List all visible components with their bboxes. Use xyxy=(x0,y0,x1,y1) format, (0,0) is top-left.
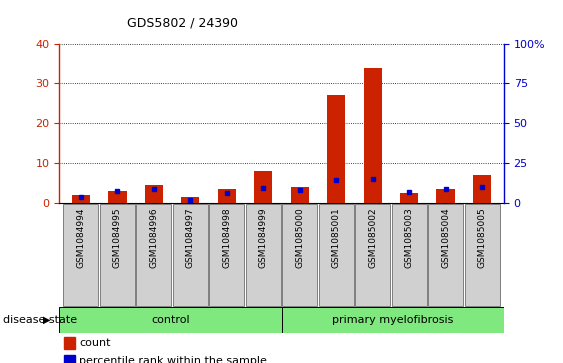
Bar xyxy=(145,185,163,203)
Text: GSM1084995: GSM1084995 xyxy=(113,207,122,268)
Text: control: control xyxy=(151,315,190,325)
Bar xyxy=(64,337,75,349)
Bar xyxy=(100,204,135,306)
Bar xyxy=(173,204,208,306)
Text: GSM1085002: GSM1085002 xyxy=(368,207,377,268)
Text: GDS5802 / 24390: GDS5802 / 24390 xyxy=(127,16,238,29)
Bar xyxy=(473,175,491,203)
Bar xyxy=(428,204,463,306)
Bar xyxy=(72,195,90,203)
Text: GSM1085000: GSM1085000 xyxy=(295,207,304,268)
Text: GSM1084996: GSM1084996 xyxy=(149,207,158,268)
Text: percentile rank within the sample: percentile rank within the sample xyxy=(79,356,267,363)
Bar xyxy=(181,197,199,203)
Bar xyxy=(364,68,382,203)
Bar xyxy=(64,204,99,306)
Text: ▶: ▶ xyxy=(43,315,51,325)
Bar xyxy=(108,191,127,203)
Text: GSM1084999: GSM1084999 xyxy=(259,207,268,268)
Bar xyxy=(254,171,272,203)
Text: GSM1084997: GSM1084997 xyxy=(186,207,195,268)
Text: GSM1085005: GSM1085005 xyxy=(477,207,486,268)
Bar xyxy=(246,204,281,306)
Text: count: count xyxy=(79,338,111,348)
Text: primary myelofibrosis: primary myelofibrosis xyxy=(332,315,453,325)
Text: GSM1085004: GSM1085004 xyxy=(441,207,450,268)
Bar xyxy=(327,95,345,203)
Text: disease state: disease state xyxy=(3,315,77,325)
Bar xyxy=(392,204,427,306)
Text: GSM1084998: GSM1084998 xyxy=(222,207,231,268)
Text: GSM1084994: GSM1084994 xyxy=(77,207,86,268)
Bar xyxy=(282,204,317,306)
Bar xyxy=(400,193,418,203)
Bar xyxy=(282,307,504,333)
Bar xyxy=(59,307,282,333)
Bar xyxy=(291,187,309,203)
Bar xyxy=(218,189,236,203)
Bar xyxy=(64,355,75,363)
Bar xyxy=(319,204,354,306)
Bar xyxy=(464,204,499,306)
Text: GSM1085001: GSM1085001 xyxy=(332,207,341,268)
Bar xyxy=(355,204,390,306)
Text: GSM1085003: GSM1085003 xyxy=(405,207,414,268)
Bar xyxy=(209,204,244,306)
Bar xyxy=(436,189,455,203)
Bar xyxy=(136,204,171,306)
